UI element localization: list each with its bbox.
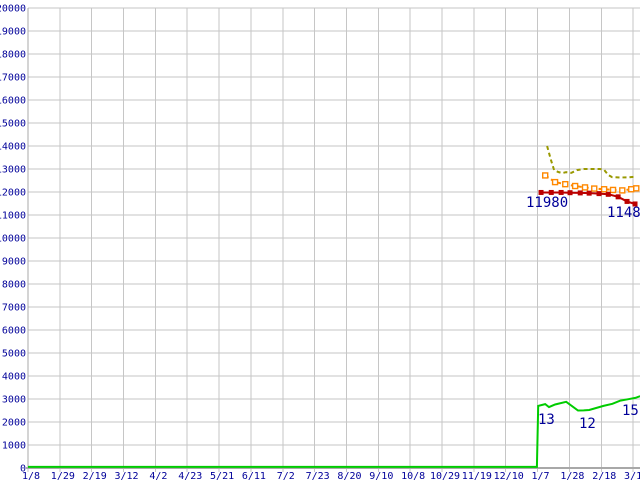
y-axis-tick-label: 6000: [2, 326, 26, 337]
data-label: 15: [622, 403, 639, 419]
orange-dashed-line-marker: [581, 184, 589, 191]
x-axis-tick-label: 7/2: [277, 471, 295, 480]
orange-dashed-line-marker: [609, 186, 617, 194]
y-axis-tick-label: 18000: [0, 50, 26, 61]
x-axis-tick-label: 4/2: [149, 471, 167, 480]
x-axis-tick-label: 11/19: [462, 471, 492, 480]
dark-red-line-marker: [577, 190, 583, 196]
dark-red-line-marker: [567, 190, 573, 196]
x-axis-tick-label: 10/29: [430, 471, 460, 480]
y-axis-tick-label: 4000: [2, 372, 26, 383]
x-axis-tick-label: 1/8: [22, 471, 40, 480]
x-axis-tick-label: 1/29: [51, 471, 75, 480]
dark-red-line-marker: [586, 190, 592, 196]
dark-red-line-marker: [548, 189, 554, 195]
x-axis-tick-label: 2/18: [592, 471, 616, 480]
y-axis-tick-label: 0: [20, 464, 26, 475]
x-axis-tick-label: 8/20: [337, 471, 361, 480]
dark-red-line-marker: [632, 201, 638, 207]
x-axis-tick-label: 5/21: [210, 471, 234, 480]
x-axis-tick-label: 6/11: [242, 471, 266, 480]
y-axis-tick-label: 20000: [0, 4, 26, 15]
y-axis-tick-label: 19000: [0, 27, 26, 38]
y-axis-tick-label: 7000: [2, 303, 26, 314]
y-axis-tick-label: 9000: [2, 257, 26, 268]
orange-dashed-line-marker: [627, 186, 635, 193]
orange-dashed-line-marker: [571, 182, 579, 190]
y-axis-tick-label: 2000: [2, 418, 26, 429]
y-axis-tick-label: 11000: [0, 211, 26, 222]
x-axis-tick-label: 7/23: [306, 471, 330, 480]
orange-dashed-line-marker: [600, 186, 608, 193]
y-axis-tick-label: 12000: [0, 188, 26, 199]
orange-dashed-line-marker: [551, 178, 559, 186]
olive-dashed-line: [546, 145, 636, 179]
y-axis-tick-label: 13000: [0, 165, 26, 176]
dark-red-line-marker: [558, 189, 564, 195]
data-label: 11980: [526, 195, 568, 211]
x-axis-tick-label: 4/23: [178, 471, 202, 480]
y-axis-tick-label: 14000: [0, 142, 26, 153]
x-axis-tick-label: 9/10: [369, 471, 393, 480]
dark-red-line-marker: [615, 194, 621, 200]
x-axis-tick-label: 1/28: [560, 471, 584, 480]
x-axis-tick-label: 12/10: [494, 471, 524, 480]
orange-dashed-line-marker: [633, 185, 640, 192]
x-axis-tick-label: 3/12: [114, 471, 138, 480]
y-axis-tick-label: 3000: [2, 395, 26, 406]
x-axis-tick-label: 3/11: [624, 471, 640, 480]
orange-dashed-line-marker: [619, 187, 626, 194]
y-axis-tick-label: 10000: [0, 234, 26, 245]
x-axis-tick-label: 2/19: [83, 471, 107, 480]
dark-red-line-marker: [596, 191, 602, 197]
data-label: 13: [538, 412, 555, 428]
x-axis-tick-label: 10/8: [401, 471, 425, 480]
orange-dashed-line-marker: [562, 180, 569, 188]
data-label: 11480: [607, 205, 640, 221]
dark-red-line-marker: [538, 189, 544, 195]
y-axis-tick-label: 5000: [2, 349, 26, 360]
green-line: [28, 395, 640, 468]
y-axis-tick-label: 17000: [0, 73, 26, 84]
y-axis-tick-label: 1000: [2, 441, 26, 452]
y-axis-tick-label: 16000: [0, 96, 26, 107]
y-axis-tick-label: 15000: [0, 119, 26, 130]
dark-red-line-marker: [605, 191, 611, 197]
orange-dashed-line-marker: [542, 172, 549, 179]
y-axis-tick-label: 8000: [2, 280, 26, 291]
data-label: 12: [579, 416, 596, 432]
x-axis-tick-label: 1/7: [532, 471, 550, 480]
orange-dashed-line-marker: [591, 185, 598, 192]
dark-red-line-marker: [624, 198, 630, 204]
